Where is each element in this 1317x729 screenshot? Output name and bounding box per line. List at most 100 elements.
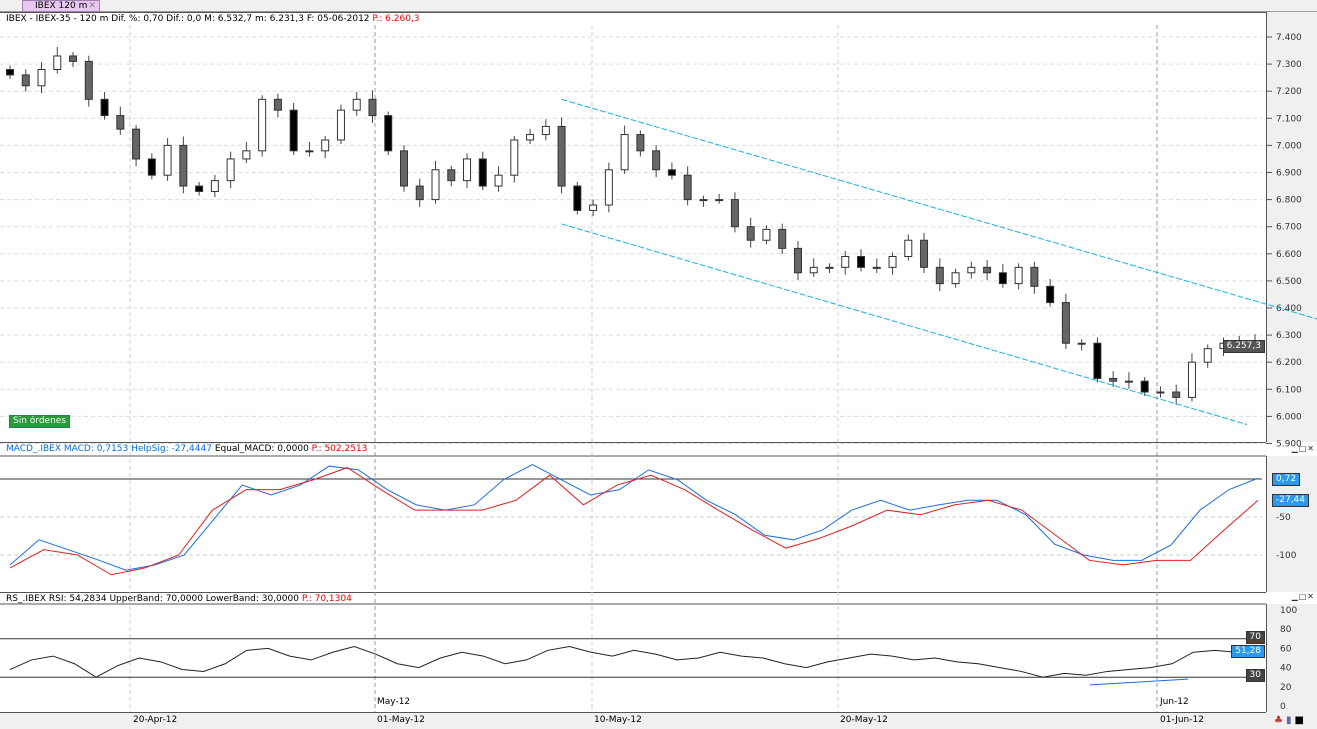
rsi-lower-tag: 30 <box>1245 669 1265 682</box>
candle-body <box>667 169 676 176</box>
date-label: 10-May-12 <box>594 715 642 725</box>
candle-body <box>1203 348 1212 363</box>
candle-body <box>951 272 960 285</box>
date-label: 20-Apr-12 <box>133 715 178 725</box>
rsi-price: P.: 70,1304 <box>301 594 352 604</box>
candle-body <box>210 180 219 192</box>
candle-body <box>447 169 456 182</box>
candle-body <box>1140 380 1149 393</box>
candle-body <box>1093 342 1102 379</box>
candle-body <box>463 158 472 182</box>
candle-body <box>762 228 771 241</box>
rsi-line <box>9 645 1259 678</box>
channel-line <box>561 98 1317 320</box>
candle-body <box>321 139 330 152</box>
palette-icon[interactable]: ♣ <box>1274 715 1283 726</box>
window-buttons[interactable]: ▁□✕ <box>1291 444 1315 453</box>
date-label: 20-May-12 <box>840 715 888 725</box>
candle-body <box>336 109 345 141</box>
candle-body <box>841 256 850 268</box>
rsi-header: RS_.IBEX RSI: 54,2834 UpperBand: 70,0000… <box>0 592 1266 605</box>
candle-body <box>1046 285 1055 304</box>
candle-body <box>100 98 109 117</box>
price-tick-label: 6.100 <box>1276 385 1302 395</box>
candle-body <box>431 169 440 201</box>
macd-tag: 0,72 <box>1272 473 1301 486</box>
price-tick-label: 6.300 <box>1276 331 1302 341</box>
rsi-tick-label: 80 <box>1280 625 1292 635</box>
rsi-axis[interactable]: ▁□✕ <box>1266 592 1317 712</box>
rsi-tag: 51,28 <box>1231 645 1265 658</box>
price-tick-label: 7.000 <box>1276 141 1302 151</box>
month-label: Jun-12 <box>1160 697 1189 707</box>
color-box-icon[interactable]: ■ <box>1294 715 1304 726</box>
orders-badge[interactable]: Sin órdenes <box>9 415 71 428</box>
candle-body <box>888 256 897 268</box>
macd-header: MACD_.IBEX MACD: 0,7153 HelpSig: -27,444… <box>0 442 1266 455</box>
candle-body <box>730 199 739 228</box>
candle-body <box>872 266 881 269</box>
price-tick-label: 6.600 <box>1276 250 1302 260</box>
candle-body <box>494 174 503 187</box>
macd-tick-label: -50 <box>1276 513 1291 523</box>
candle-body <box>746 226 755 241</box>
save-icon[interactable]: ▮ <box>1285 715 1292 726</box>
rsi-tick-label: 100 <box>1280 606 1297 616</box>
candle-body <box>526 134 535 141</box>
price-tick-label: 7.100 <box>1276 114 1302 124</box>
candle-body <box>778 228 787 249</box>
close-icon[interactable]: ✕ <box>88 1 96 11</box>
candle-body <box>967 266 976 274</box>
candle-body <box>53 55 62 71</box>
price-tick-label: 6.700 <box>1276 223 1302 233</box>
candle-body <box>636 134 645 152</box>
candle-body <box>589 204 598 211</box>
channel-line <box>561 223 1248 426</box>
window-buttons[interactable]: ▁□✕ <box>1291 592 1315 601</box>
candle-body <box>1061 302 1070 344</box>
candle-body <box>132 128 141 160</box>
tab-ibex[interactable]: IBEX 120 m ✕ <box>22 0 100 12</box>
price-tick-label: 7.400 <box>1276 33 1302 43</box>
rsi-tick-label: 20 <box>1280 683 1292 693</box>
candle-body <box>1014 266 1023 285</box>
macd-tick-label: -100 <box>1276 551 1297 561</box>
candle-body <box>715 199 724 202</box>
price-tick-label: 6.200 <box>1276 358 1302 368</box>
candle-body <box>541 125 550 136</box>
candle-body <box>1124 380 1133 383</box>
price-tick-label: 6.000 <box>1276 412 1302 422</box>
candle-body <box>935 266 944 285</box>
price-tag: 6.257,3 <box>1222 340 1265 353</box>
tab-label: IBEX 120 m <box>35 1 88 11</box>
candle-body <box>147 158 156 176</box>
candle-body <box>6 69 14 76</box>
toolbar: ♣ ▮ ■ <box>1266 712 1317 729</box>
candle-body <box>699 199 708 202</box>
candle-body <box>510 139 519 176</box>
candle-body <box>289 109 298 152</box>
price-tick-label: 7.200 <box>1276 87 1302 97</box>
candle-body <box>226 158 235 182</box>
candle-body <box>242 150 251 160</box>
candle-body <box>305 150 314 153</box>
candle-body <box>37 69 46 87</box>
date-label: 01-May-12 <box>377 715 425 725</box>
price-tick-label: 7.300 <box>1276 60 1302 70</box>
tab-bar: IBEX 120 m ✕ <box>0 0 1317 12</box>
rsi-text: RS_.IBEX RSI: 54,2834 UpperBand: 70,0000… <box>6 594 299 604</box>
month-label: May-12 <box>377 697 411 707</box>
candle-body <box>809 266 818 274</box>
candle-body <box>273 98 282 111</box>
header-price: P.: 6.260,3 <box>372 14 420 24</box>
date-axis[interactable]: 20-Apr-12 01-May-12 10-May-12 20-May-12 … <box>0 712 1266 729</box>
candle-body <box>793 247 802 274</box>
candle-body <box>1172 391 1181 398</box>
date-label: 01-Jun-12 <box>1160 715 1204 725</box>
candle-body <box>683 174 692 201</box>
candle-body <box>573 185 582 211</box>
candle-body <box>998 272 1007 285</box>
rsi-tick-label: 40 <box>1280 664 1292 674</box>
signal-tag: -27,44 <box>1272 494 1310 507</box>
